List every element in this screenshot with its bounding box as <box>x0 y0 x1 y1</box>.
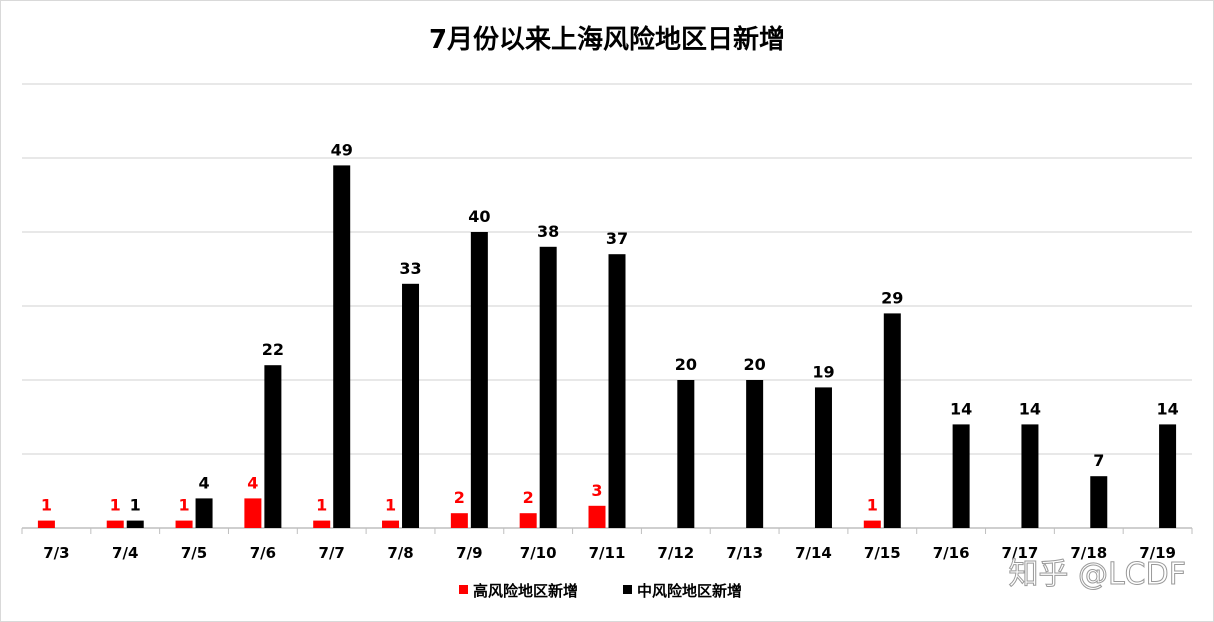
high-risk-label-7/15: 1 <box>867 496 878 515</box>
x-tick-label-7/11: 7/11 <box>589 544 626 562</box>
x-tick-label-7/10: 7/10 <box>520 544 557 562</box>
x-tick-label-7/4: 7/4 <box>112 544 138 562</box>
high-risk-label-7/5: 1 <box>178 496 189 515</box>
medium-risk-bar-7/5 <box>195 498 213 528</box>
medium-risk-bar-7/17 <box>1021 424 1039 528</box>
medium-risk-label-7/9: 40 <box>468 207 490 226</box>
medium-risk-bar-7/9 <box>470 232 488 528</box>
x-tick-label-7/5: 7/5 <box>181 544 207 562</box>
medium-risk-bar-7/10 <box>539 246 557 529</box>
medium-risk-label-7/6: 22 <box>262 340 284 359</box>
legend-swatch-medium <box>623 585 632 594</box>
medium-risk-bar-7/18 <box>1090 476 1108 528</box>
medium-risk-bar-7/15 <box>883 313 901 528</box>
x-tick-label-7/19: 7/19 <box>1139 544 1176 562</box>
legend-swatch-high <box>459 585 468 594</box>
x-tick-label-7/9: 7/9 <box>456 544 482 562</box>
medium-risk-bar-7/19 <box>1159 424 1177 528</box>
medium-risk-label-7/10: 38 <box>537 222 559 241</box>
high-risk-label-7/6: 4 <box>247 473 258 492</box>
medium-risk-bar-7/16 <box>952 424 970 528</box>
medium-risk-label-7/8: 33 <box>399 259 421 278</box>
medium-risk-label-7/15: 29 <box>881 288 903 307</box>
gridlines <box>21 83 1193 534</box>
medium-risk-bar-7/4 <box>126 520 144 528</box>
x-tick-label-7/15: 7/15 <box>864 544 901 562</box>
high-risk-bar-7/10 <box>519 513 537 528</box>
medium-risk-bar-7/8 <box>402 283 420 528</box>
high-risk-label-7/7: 1 <box>316 496 327 515</box>
medium-risk-bar-7/12 <box>677 380 695 528</box>
x-tick-label-7/16: 7/16 <box>933 544 970 562</box>
medium-risk-label-7/7: 49 <box>331 140 353 159</box>
x-tick-label-7/17: 7/17 <box>1002 544 1039 562</box>
legend-label-medium: 中风险地区新增 <box>637 582 742 600</box>
high-risk-bar-7/7 <box>313 520 331 528</box>
medium-risk-bar-7/6 <box>264 365 282 528</box>
high-risk-label-7/9: 2 <box>454 488 465 507</box>
high-risk-label-7/11: 3 <box>591 481 602 500</box>
x-tick-label-7/8: 7/8 <box>387 544 413 562</box>
medium-risk-label-7/13: 20 <box>744 355 766 374</box>
high-risk-bar-7/4 <box>106 520 124 528</box>
medium-risk-label-7/17: 14 <box>1019 399 1041 418</box>
high-risk-label-7/3: 1 <box>41 496 52 515</box>
x-tick-label-7/13: 7/13 <box>726 544 763 562</box>
x-tick-label-7/3: 7/3 <box>43 544 69 562</box>
x-tick-label-7/6: 7/6 <box>250 544 276 562</box>
watermark-text: 知乎 @LCDF <box>1008 557 1186 592</box>
x-axis-ticks: 7/3 7/4 7/5 7/6 7/7 7/8 7/9 7/10 7/11 7/12 7/13 7/1… <box>43 544 1176 562</box>
medium-risk-label-7/19: 14 <box>1156 399 1178 418</box>
medium-risk-bar-7/7 <box>333 165 351 528</box>
bars <box>37 165 1177 529</box>
high-risk-label-7/10: 2 <box>523 488 534 507</box>
medium-risk-label-7/16: 14 <box>950 399 972 418</box>
medium-risk-label-7/14: 19 <box>812 362 834 381</box>
high-risk-bar-7/8 <box>382 520 400 528</box>
high-risk-bar-7/9 <box>450 513 468 528</box>
medium-risk-bar-7/11 <box>608 254 626 528</box>
legend: 高风险地区新增 中风险地区新增 <box>459 582 742 600</box>
medium-risk-bar-7/14 <box>814 387 832 528</box>
x-tick-label-7/18: 7/18 <box>1070 544 1107 562</box>
high-risk-bar-7/11 <box>588 505 606 528</box>
x-tick-label-7/14: 7/14 <box>795 544 832 562</box>
high-risk-bar-7/5 <box>175 520 193 528</box>
high-risk-label-7/4: 1 <box>110 496 121 515</box>
medium-risk-label-7/4: 1 <box>130 496 141 515</box>
high-risk-bar-7/3 <box>37 520 55 528</box>
medium-risk-label-7/12: 20 <box>675 355 697 374</box>
high-risk-bar-7/6 <box>244 498 262 528</box>
legend-label-high: 高风险地区新增 <box>473 582 578 600</box>
medium-risk-label-7/11: 37 <box>606 229 628 248</box>
x-tick-label-7/7: 7/7 <box>319 544 345 562</box>
x-tick-label-7/12: 7/12 <box>657 544 694 562</box>
high-risk-bar-7/15 <box>863 520 881 528</box>
medium-risk-label-7/18: 7 <box>1093 451 1104 470</box>
medium-risk-bar-7/13 <box>746 380 764 528</box>
chart-title: 7月份以来上海风险地区日新增 <box>429 24 785 55</box>
medium-risk-label-7/5: 4 <box>198 473 209 492</box>
high-risk-label-7/8: 1 <box>385 496 396 515</box>
